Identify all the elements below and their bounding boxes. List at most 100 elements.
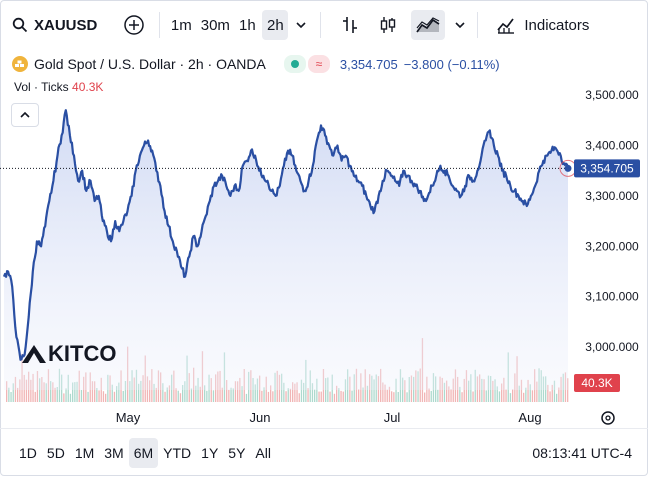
volume-bar <box>52 382 54 402</box>
timeframe-5y[interactable]: 5Y <box>228 445 246 461</box>
area-style-button[interactable] <box>411 10 446 40</box>
volume-bar <box>329 391 331 402</box>
volume-bar <box>263 387 265 402</box>
volume-bar <box>230 387 232 402</box>
volume-bar <box>206 390 208 402</box>
volume-bar <box>386 389 388 402</box>
volume-bar <box>261 390 263 402</box>
volume-bar <box>336 385 338 402</box>
volume-bar <box>536 381 538 402</box>
collapse-legend-button[interactable] <box>11 103 39 127</box>
chevron-up-icon <box>20 111 30 118</box>
bar-style-button[interactable] <box>335 10 365 40</box>
volume-legend: Vol · Ticks 40.3K <box>14 80 103 94</box>
price-chart[interactable]: 3,500.000 3,400.000 3,300.000 3,200.000 3,10… <box>0 50 648 428</box>
volume-badge <box>574 374 620 392</box>
timezone-clock[interactable]: 08:13:41 UTC-4 <box>532 445 632 461</box>
timeframe-all[interactable]: All <box>255 445 271 461</box>
plus-circle-icon <box>124 15 145 35</box>
volume-bar <box>325 378 327 402</box>
interval-30m[interactable]: 30m <box>200 16 230 34</box>
timeframe-1d[interactable]: 1D <box>19 445 37 461</box>
volume-bar <box>63 393 65 402</box>
volume-bar <box>69 393 72 402</box>
volume-bar <box>342 391 344 402</box>
x-axis[interactable]: May Jun Jul Aug <box>116 410 542 425</box>
timeframe-ytd[interactable]: YTD <box>163 445 192 461</box>
volume-bar <box>289 388 292 402</box>
timeframe-1y[interactable]: 1Y <box>201 445 219 461</box>
volume-bar <box>320 391 322 402</box>
volume-bar <box>184 381 186 402</box>
interval-2h[interactable]: 2h <box>262 10 289 40</box>
volume-bar <box>316 378 318 402</box>
volume-bar <box>17 387 19 402</box>
volume-bar <box>140 380 142 402</box>
volume-bar <box>50 381 52 402</box>
volume-bar <box>45 383 47 402</box>
timeframe-1m[interactable]: 1M <box>74 445 95 461</box>
timeframe-5d[interactable]: 5D <box>46 445 65 461</box>
bottom-toolbar: 1D 5D 1M 3M 6M YTD 1Y 5Y All 08:13:41 UT… <box>0 428 648 477</box>
x-tick-label: Jun <box>250 410 271 425</box>
timeframe-3m[interactable]: 3M <box>104 445 124 461</box>
volume-bar <box>452 378 454 402</box>
candles-icon <box>381 17 396 33</box>
indicators-button[interactable]: Indicators <box>492 10 593 40</box>
volume-bar <box>221 387 223 402</box>
volume-bar <box>501 383 503 402</box>
volume-bar <box>149 380 151 402</box>
timeframe-6m[interactable]: 6M <box>128 438 159 468</box>
volume-bar <box>65 388 67 402</box>
volume-bar <box>430 390 432 402</box>
volume-bar <box>366 385 369 402</box>
volume-bar <box>395 378 397 402</box>
y-tick-label: 3,100.000 <box>585 290 639 304</box>
volume-bar <box>509 393 512 402</box>
search-icon <box>12 17 28 33</box>
volume-bar <box>450 389 452 402</box>
toolbar-divider <box>477 12 479 38</box>
last-price-badge <box>574 159 640 178</box>
chart-settings-button[interactable] <box>601 411 615 425</box>
interval-dropdown[interactable] <box>290 10 312 40</box>
interval-1m[interactable]: 1m <box>170 16 192 34</box>
candles-style-button[interactable] <box>373 10 403 40</box>
market-status-badge <box>283 55 306 73</box>
volume-bar <box>296 382 298 402</box>
volume-bar <box>527 379 529 402</box>
symbol-label: XAUUSD <box>34 16 98 34</box>
volume-bar <box>179 393 182 402</box>
volume-bar <box>54 387 56 402</box>
volume-bar <box>461 392 463 402</box>
volume-bar <box>166 387 168 402</box>
volume-bar <box>124 381 127 402</box>
volume-bar <box>393 392 395 402</box>
volume-bar <box>105 393 107 402</box>
top-toolbar: XAUUSD 1m 30m 1h 2h Indicators <box>0 0 648 50</box>
volume-bar <box>80 390 83 402</box>
volume-bar <box>558 387 560 402</box>
legend-title: Gold Spot / U.S. Dollar · 2h · OANDA <box>34 56 266 72</box>
kitco-watermark: KITCO <box>22 341 116 366</box>
volume-bar <box>496 386 498 402</box>
compare-add-button[interactable] <box>119 10 149 40</box>
volume-bar <box>113 391 116 402</box>
volume-bar <box>382 382 384 402</box>
volume-bar <box>228 389 230 402</box>
interval-1h[interactable]: 1h <box>239 16 256 34</box>
y-axis[interactable]: 3,500.000 3,400.000 3,300.000 3,200.000 3,10… <box>585 88 639 354</box>
volume-bar <box>72 382 74 402</box>
x-tick-label: May <box>116 410 141 425</box>
volume-bar <box>12 383 14 402</box>
volume-bar <box>483 379 485 402</box>
volume-value: 40.3K <box>72 80 104 94</box>
last-price-dot <box>564 164 572 172</box>
chart-style-dropdown[interactable] <box>449 10 471 40</box>
area-chart-icon <box>416 17 440 33</box>
toolbar-divider <box>320 12 322 38</box>
symbol-search[interactable]: XAUUSD <box>12 10 103 40</box>
volume-bar <box>397 392 399 402</box>
y-tick-label: 3,300.000 <box>585 189 639 203</box>
